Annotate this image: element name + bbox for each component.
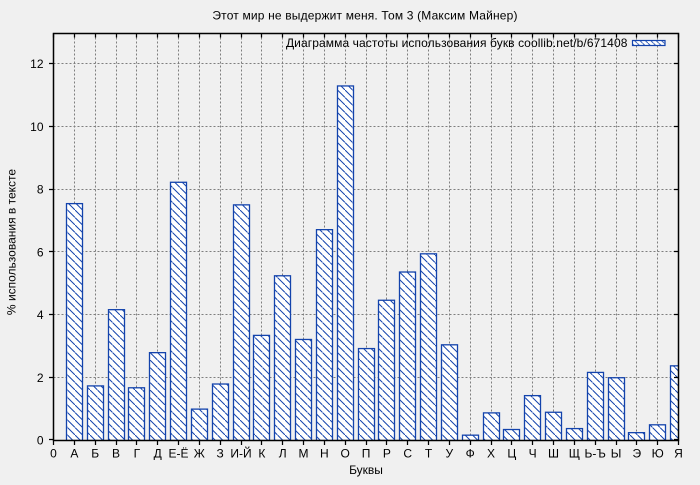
svg-text:С: С <box>403 447 412 461</box>
svg-text:К: К <box>258 447 265 461</box>
svg-text:Ф: Ф <box>466 447 475 461</box>
svg-text:0: 0 <box>37 434 44 448</box>
svg-text:И-Й: И-Й <box>230 446 251 461</box>
svg-text:Т: Т <box>425 447 433 461</box>
svg-text:Л: Л <box>279 447 287 461</box>
svg-text:З: З <box>217 447 224 461</box>
svg-text:Ы: Ы <box>611 447 622 461</box>
svg-text:О: О <box>340 447 349 461</box>
svg-text:У: У <box>446 447 454 461</box>
svg-text:Буквы: Буквы <box>349 463 383 477</box>
svg-text:% использования в тексте: % использования в тексте <box>4 169 18 315</box>
svg-text:Д: Д <box>154 447 162 461</box>
svg-text:Р: Р <box>383 447 391 461</box>
svg-text:Щ: Щ <box>569 447 580 461</box>
svg-text:Н: Н <box>320 447 329 461</box>
svg-text:Я: Я <box>674 447 683 461</box>
svg-text:М: М <box>299 447 309 461</box>
svg-text:В: В <box>112 447 120 461</box>
svg-text:Б: Б <box>91 447 99 461</box>
svg-text:12: 12 <box>30 57 44 71</box>
svg-text:Ц: Ц <box>507 447 516 461</box>
svg-text:Ш: Ш <box>548 447 559 461</box>
svg-text:Ж: Ж <box>194 447 205 461</box>
svg-text:П: П <box>362 447 371 461</box>
svg-text:Ь-Ъ: Ь-Ъ <box>584 447 605 461</box>
svg-text:4: 4 <box>37 308 44 322</box>
svg-text:Х: Х <box>487 447 495 461</box>
svg-text:Ю: Ю <box>652 447 664 461</box>
svg-text:Этот мир не выдержит меня. Том: Этот мир не выдержит меня. Том 3 (Максим… <box>212 9 517 23</box>
svg-text:0: 0 <box>50 447 57 461</box>
svg-text:2: 2 <box>37 371 44 385</box>
svg-text:Ч: Ч <box>529 447 537 461</box>
svg-text:Э: Э <box>633 447 642 461</box>
svg-text:10: 10 <box>30 120 44 134</box>
svg-text:6: 6 <box>37 245 44 259</box>
svg-text:Г: Г <box>134 447 141 461</box>
svg-text:Е-Ё: Е-Ё <box>168 447 188 461</box>
svg-text:Диаграмма частоты использовани: Диаграмма частоты использования букв coo… <box>286 36 628 50</box>
svg-text:8: 8 <box>37 183 44 197</box>
svg-text:А: А <box>70 447 78 461</box>
